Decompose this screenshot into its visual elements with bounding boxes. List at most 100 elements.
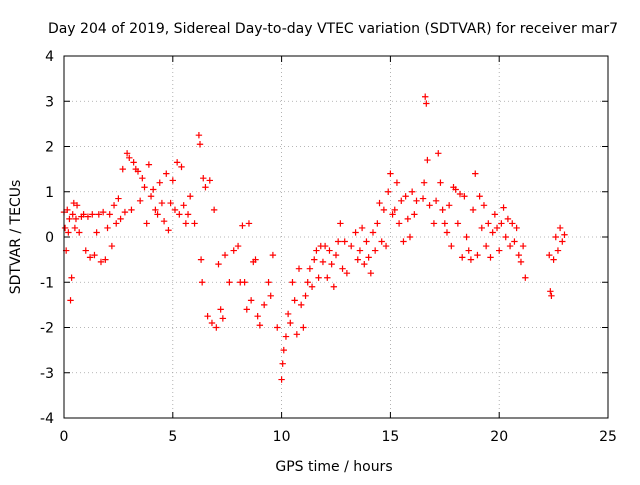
data-point [406,233,414,241]
data-point [106,211,113,218]
data-point [302,292,309,300]
data-point [476,193,483,200]
data-point [313,247,320,254]
data-point [380,206,388,214]
data-point [69,211,76,218]
data-point [554,247,562,254]
data-point [432,197,440,204]
data-point [561,231,568,238]
data-point [289,279,296,286]
data-point [134,168,142,175]
y-tick-label: 1 [45,185,54,201]
data-point [176,211,183,218]
data-point [487,254,494,261]
data-point [311,256,318,263]
data-point [108,242,116,250]
x-tick-label: 5 [168,429,177,445]
data-point [169,177,176,184]
y-axis-label: SDTVAR / TECUs [8,180,24,295]
data-point [398,197,405,204]
data-point [247,297,255,304]
data-point [452,186,459,193]
data-point [424,156,431,164]
y-tick-label: 2 [45,140,54,156]
y-tick-label: 4 [45,49,54,65]
data-point [420,179,428,186]
data-point [315,274,322,281]
data-point [326,247,333,254]
data-point [306,265,314,272]
x-tick-label: 0 [60,429,69,445]
data-point [279,360,286,367]
x-tick-label: 10 [273,429,291,445]
data-point [374,220,381,227]
data-point [241,279,248,286]
data-point [365,254,372,261]
y-tick-label: -4 [40,411,54,427]
data-point [173,159,181,166]
data-point [513,224,520,232]
data-point [163,170,170,177]
data-point [356,247,364,254]
data-point [206,177,213,184]
data-point [67,297,74,304]
y-tick-label: -2 [40,321,54,337]
data-point [485,220,492,227]
data-point [337,220,344,227]
data-point [160,217,168,225]
data-point [68,274,75,281]
data-point [91,251,98,259]
data-point [154,211,161,218]
data-point [354,256,361,263]
data-point [506,242,514,250]
data-point [80,211,87,218]
data-point [297,301,305,309]
data-point [332,251,340,259]
axis-ticks: 0 5 10 15 20 25 -4 -3 -2 -1 0 1 2 3 4 [40,49,617,445]
data-point [171,206,179,214]
data-point [295,265,303,272]
data-point [422,93,429,100]
data-point [448,242,455,250]
data-point [463,233,470,241]
y-tick-label: -3 [40,366,54,382]
data-point [426,202,433,209]
data-point [556,224,564,232]
data-point [267,292,274,300]
data-point [84,213,92,220]
data-point [445,202,453,209]
data-point [343,270,351,277]
data-point [348,242,355,250]
data-point [121,208,129,216]
data-point [430,220,438,227]
data-point [287,319,294,327]
data-point [284,310,292,318]
data-point [197,256,205,263]
data-point [519,242,527,250]
data-point [504,215,512,223]
data-point [130,159,137,166]
data-point [213,324,220,331]
data-point [76,229,83,236]
data-point [393,179,401,186]
data-point [182,220,190,227]
data-points [60,93,568,383]
data-point [136,197,144,204]
data-point [369,229,377,236]
data-point [252,256,259,263]
data-point [180,202,187,209]
data-point [411,211,418,218]
data-point [82,247,89,254]
data-point [498,220,505,227]
data-point [217,306,224,313]
data-point [395,220,403,227]
data-point [260,301,268,309]
data-point [167,199,174,207]
data-point [73,202,81,209]
data-point [319,258,327,266]
data-point [178,163,185,171]
data-point [515,251,522,259]
data-point [459,254,466,261]
data-point [196,141,204,148]
